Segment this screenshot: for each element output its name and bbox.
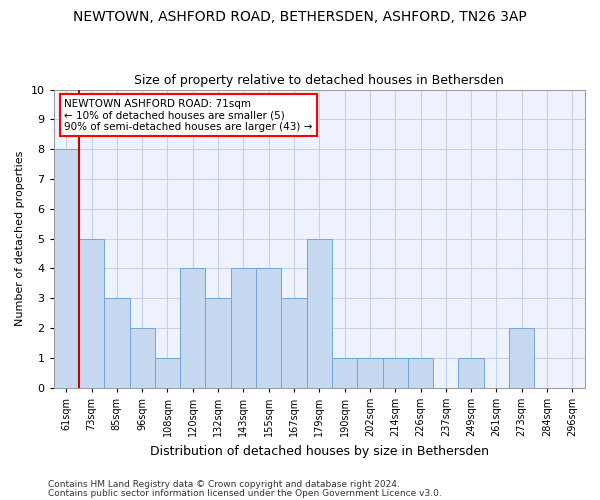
- Bar: [509, 328, 535, 388]
- X-axis label: Distribution of detached houses by size in Bethersden: Distribution of detached houses by size …: [150, 444, 489, 458]
- Bar: [104, 298, 130, 388]
- Title: Size of property relative to detached houses in Bethersden: Size of property relative to detached ho…: [134, 74, 504, 87]
- Text: Contains HM Land Registry data © Crown copyright and database right 2024.: Contains HM Land Registry data © Crown c…: [48, 480, 400, 489]
- Bar: [130, 328, 155, 388]
- Text: NEWTOWN, ASHFORD ROAD, BETHERSDEN, ASHFORD, TN26 3AP: NEWTOWN, ASHFORD ROAD, BETHERSDEN, ASHFO…: [73, 10, 527, 24]
- Text: NEWTOWN ASHFORD ROAD: 71sqm
← 10% of detached houses are smaller (5)
90% of semi: NEWTOWN ASHFORD ROAD: 71sqm ← 10% of det…: [64, 98, 313, 132]
- Text: Contains public sector information licensed under the Open Government Licence v3: Contains public sector information licen…: [48, 488, 442, 498]
- Bar: [53, 149, 79, 388]
- Bar: [180, 268, 205, 388]
- Bar: [155, 358, 180, 388]
- Bar: [79, 238, 104, 388]
- Bar: [205, 298, 231, 388]
- Bar: [458, 358, 484, 388]
- Bar: [408, 358, 433, 388]
- Bar: [256, 268, 281, 388]
- Bar: [231, 268, 256, 388]
- Bar: [332, 358, 357, 388]
- Y-axis label: Number of detached properties: Number of detached properties: [15, 151, 25, 326]
- Bar: [383, 358, 408, 388]
- Bar: [357, 358, 383, 388]
- Bar: [281, 298, 307, 388]
- Bar: [307, 238, 332, 388]
